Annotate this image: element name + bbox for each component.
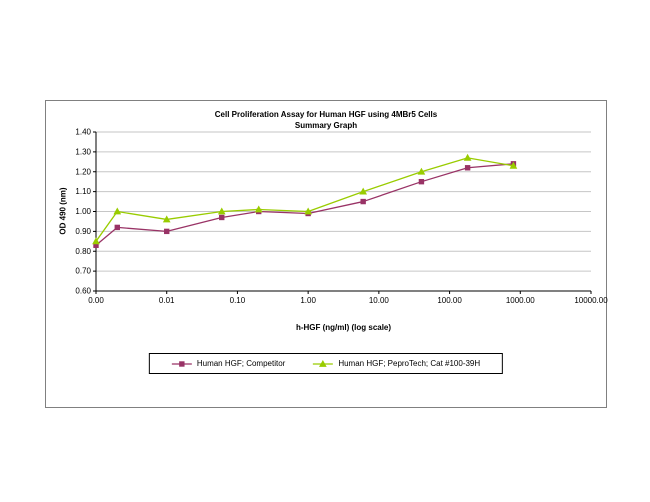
svg-text:100.00: 100.00: [437, 296, 462, 305]
svg-text:10.00: 10.00: [369, 296, 390, 305]
y-axis-label: OD 490 (nm): [58, 187, 68, 235]
svg-text:1.00: 1.00: [300, 296, 316, 305]
x-axis-label: h-HGF (ng/ml) (log scale): [295, 323, 392, 332]
chart-container: 0.60 0.70 0.80 0.90 1.00 1.10 1.20 1.30 1.40 0.00…: [45, 100, 608, 408]
legend: Human HGF; Competitor Human HGF; PeproTe…: [148, 353, 504, 374]
svg-text:1.30: 1.30: [75, 147, 91, 156]
legend-entry-competitor: Human HGF; Competitor: [171, 359, 286, 368]
chart-title-line1: Cell Proliferation Assay for Human HGF u…: [214, 110, 438, 119]
svg-text:0.60: 0.60: [75, 287, 91, 296]
legend-entry-peprotech: Human HGF; PeproTech; Cat #100-39H: [313, 359, 480, 368]
chart-title-line2: Summary Graph: [294, 121, 358, 130]
svg-text:1.40: 1.40: [75, 128, 91, 137]
legend-label-competitor: Human HGF; Competitor: [196, 359, 286, 368]
legend-marker-competitor-icon: [171, 360, 192, 367]
svg-text:1.10: 1.10: [75, 187, 91, 196]
svg-text:0.10: 0.10: [230, 296, 246, 305]
legend-marker-peprotech-icon: [313, 359, 334, 367]
svg-text:10000.00: 10000.00: [574, 296, 608, 305]
svg-text:0.00: 0.00: [88, 296, 104, 305]
svg-text:0.01: 0.01: [159, 296, 175, 305]
svg-text:0.90: 0.90: [75, 227, 91, 236]
svg-text:0.70: 0.70: [75, 267, 91, 276]
chart-title: Cell Proliferation Assay for Human HGF u…: [46, 109, 606, 131]
svg-text:1.20: 1.20: [75, 167, 91, 176]
svg-text:0.80: 0.80: [75, 247, 91, 256]
svg-text:1000.00: 1000.00: [506, 296, 535, 305]
legend-label-peprotech: Human HGF; PeproTech; Cat #100-39H: [338, 359, 481, 368]
svg-text:1.00: 1.00: [75, 207, 91, 216]
plot-area: 0.60 0.70 0.80 0.90 1.00 1.10 1.20 1.30 1.40 0.00…: [75, 128, 608, 306]
